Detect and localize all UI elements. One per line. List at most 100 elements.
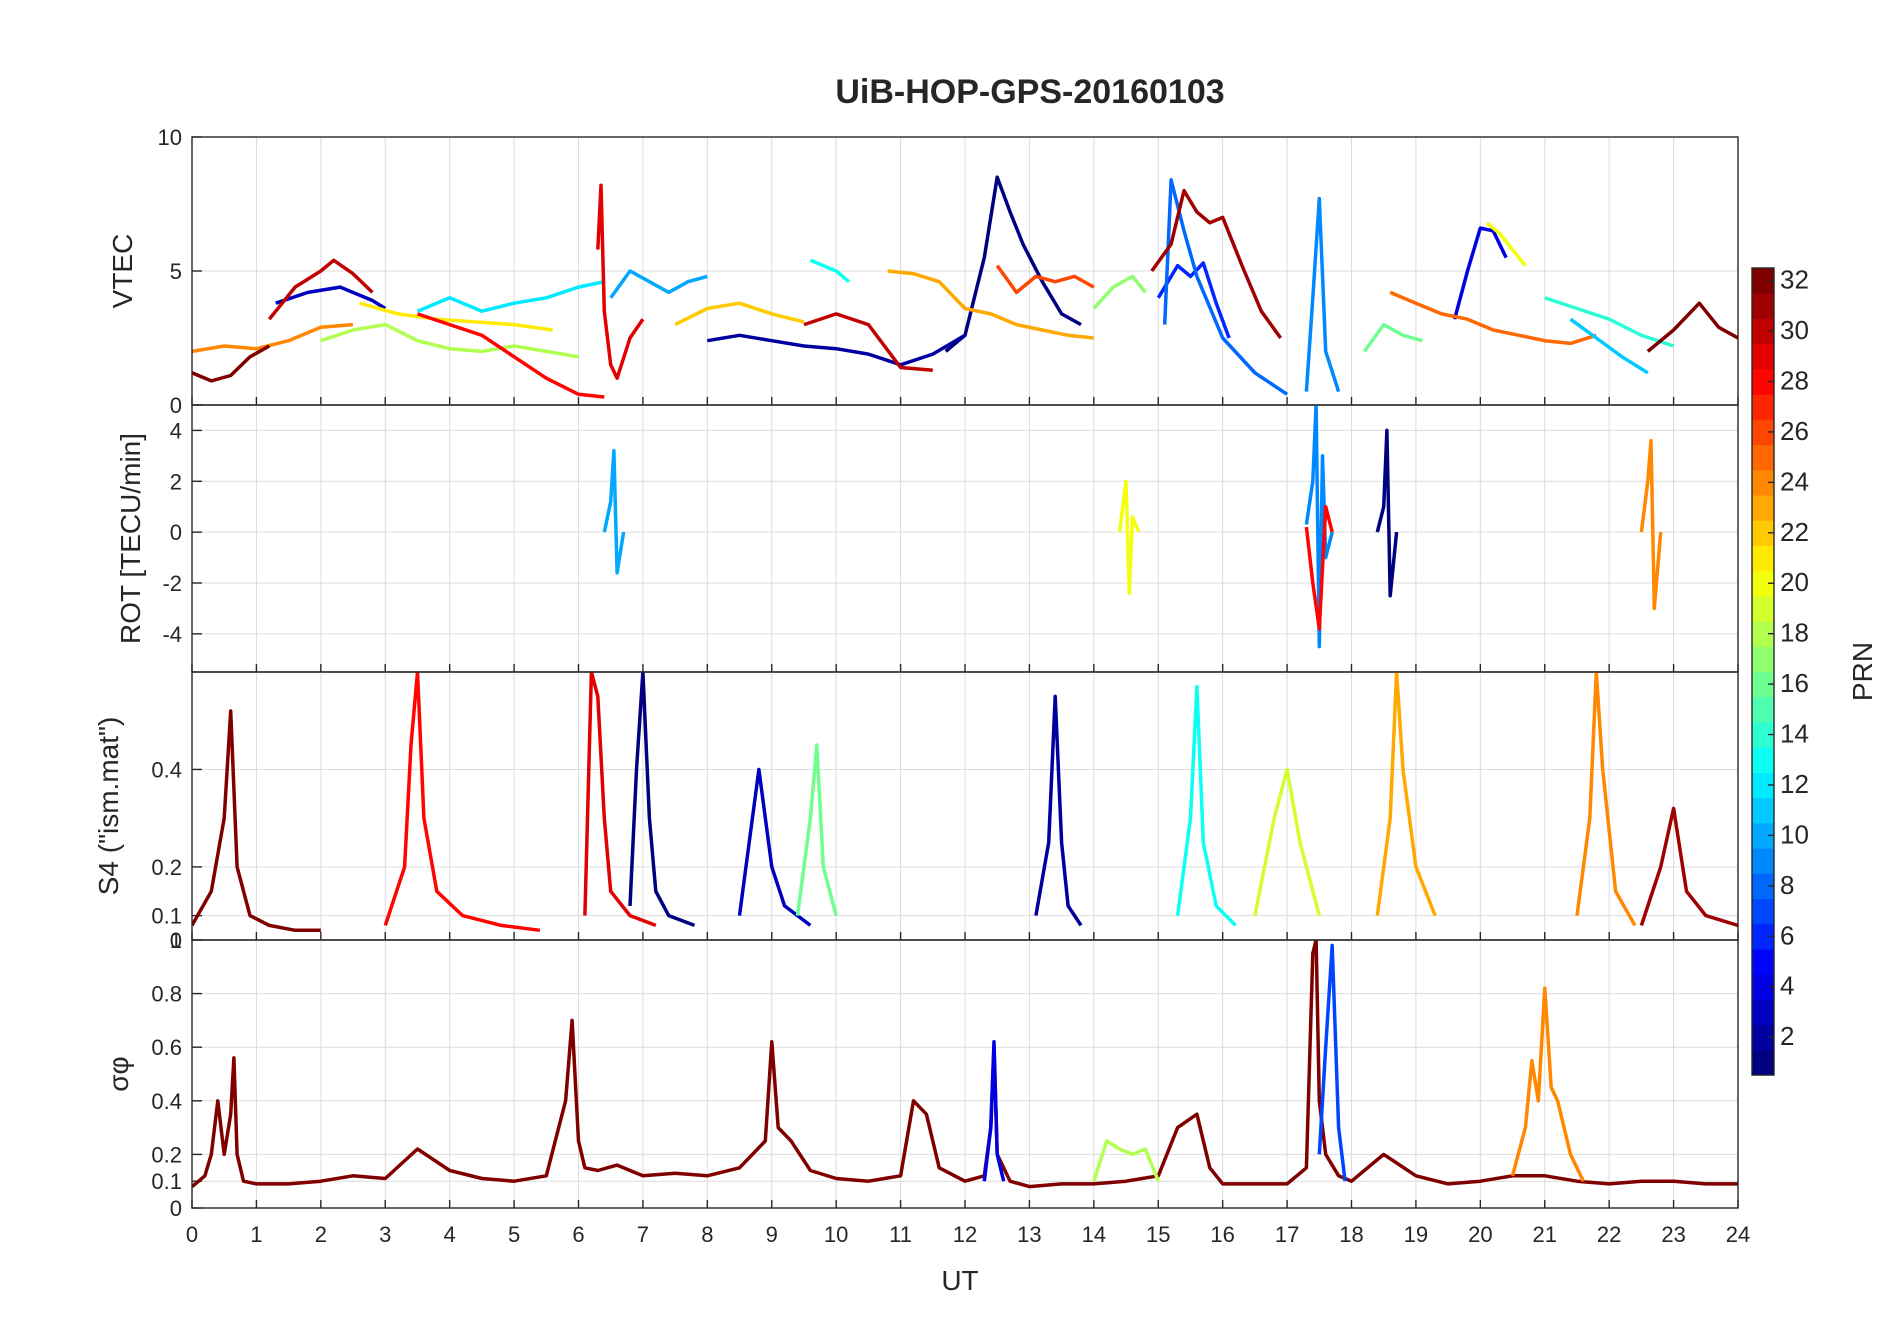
y-tick-label: 0.4 bbox=[151, 1089, 182, 1114]
series-line-prn-6 bbox=[1156, 261, 1231, 339]
series-line-prn-32 bbox=[192, 709, 321, 933]
colorbar-band bbox=[1752, 293, 1774, 320]
colorbar-tick-label: 30 bbox=[1780, 315, 1809, 345]
series-line-prn-22 bbox=[674, 301, 805, 327]
y-tick-label: 0.2 bbox=[151, 855, 182, 880]
series-line-prn-1 bbox=[1375, 428, 1399, 598]
series-line-prn-32 bbox=[1646, 301, 1738, 353]
colorbar-tick-label: 20 bbox=[1780, 567, 1809, 597]
colorbar-tick-label: 10 bbox=[1780, 819, 1809, 849]
colorbar-band bbox=[1752, 646, 1774, 673]
colorbar-tick-label: 8 bbox=[1780, 870, 1794, 900]
y-tick-label: 0 bbox=[170, 520, 182, 545]
series-line-prn-24 bbox=[1510, 986, 1585, 1182]
y-tick-label-extra: 0 bbox=[170, 928, 182, 953]
x-tick-label: 12 bbox=[953, 1222, 977, 1247]
series-line-prn-9 bbox=[1304, 196, 1341, 393]
colorbar-tick-label: 2 bbox=[1780, 1021, 1794, 1051]
panel-rot: -4 -2 0 2 4 ROT [TECU/min] bbox=[115, 404, 1739, 673]
colorbar-band bbox=[1752, 923, 1774, 950]
x-tick-label: 23 bbox=[1661, 1222, 1685, 1247]
x-tick-label: 2 bbox=[315, 1222, 327, 1247]
x-tick-label: 7 bbox=[637, 1222, 649, 1247]
x-tick-label: 1 bbox=[250, 1222, 262, 1247]
x-tick-label: 22 bbox=[1597, 1222, 1621, 1247]
x-tick-label: 16 bbox=[1210, 1222, 1234, 1247]
colorbar-band bbox=[1752, 318, 1774, 345]
series-line-prn-26 bbox=[995, 264, 1095, 295]
series-line-prn-18 bbox=[320, 322, 579, 359]
colorbar-tick-label: 32 bbox=[1780, 265, 1809, 295]
y-tick-label: 0.1 bbox=[151, 904, 182, 929]
y-tick-label: 0 bbox=[170, 1196, 182, 1221]
series-line-prn-24 bbox=[1575, 672, 1637, 927]
series-line-prn-30 bbox=[267, 258, 374, 321]
y-axis-label: σφ bbox=[103, 1056, 134, 1091]
series-line-prn-29 bbox=[583, 672, 657, 928]
colorbar-band bbox=[1752, 1049, 1774, 1076]
x-tick-label: 0 bbox=[186, 1222, 198, 1247]
colorbar-tick-label: 16 bbox=[1780, 668, 1809, 698]
colorbar-band bbox=[1752, 494, 1774, 521]
series-line-prn-2 bbox=[707, 333, 966, 367]
colorbar-tick-label: 24 bbox=[1780, 466, 1809, 496]
x-tick-label: 8 bbox=[701, 1222, 713, 1247]
x-tick-label: 4 bbox=[444, 1222, 456, 1247]
colorbar-band bbox=[1752, 822, 1774, 849]
series-line-prn-11 bbox=[1569, 317, 1649, 375]
x-tick-label: 5 bbox=[508, 1222, 520, 1247]
x-tick-label: 24 bbox=[1726, 1222, 1750, 1247]
colorbar-tick-label: 28 bbox=[1780, 365, 1809, 395]
panel-frame bbox=[191, 939, 1739, 1209]
y-axis-label: VTEC bbox=[107, 234, 138, 309]
colorbar-band bbox=[1752, 999, 1774, 1026]
series-line-prn-10 bbox=[602, 449, 626, 575]
colorbar-band bbox=[1752, 747, 1774, 773]
series-line-prn-18 bbox=[1092, 1139, 1160, 1182]
x-tick-label: 14 bbox=[1082, 1222, 1106, 1247]
series-line-prn-8 bbox=[1162, 178, 1289, 396]
series-line-prn-29 bbox=[596, 183, 645, 380]
series-line-prn-17 bbox=[1092, 274, 1147, 310]
x-tick-label: 18 bbox=[1339, 1222, 1363, 1247]
series-line-prn-13 bbox=[1175, 684, 1237, 927]
colorbar-tick-label: 12 bbox=[1780, 769, 1809, 799]
x-tick-label: 11 bbox=[889, 1222, 912, 1247]
colorbar-band bbox=[1752, 469, 1774, 496]
panel-vtec: 0 5 10 VTEC bbox=[107, 125, 1739, 418]
series-line-prn-23 bbox=[887, 269, 1094, 340]
series-line-prn-24 bbox=[1639, 438, 1663, 611]
series-line-prn-7 bbox=[1317, 943, 1347, 1182]
x-axis-label: UT bbox=[941, 1265, 978, 1296]
colorbar-band bbox=[1752, 974, 1774, 1000]
series-line-prn-16 bbox=[1362, 322, 1423, 353]
x-tick-label: 21 bbox=[1533, 1222, 1557, 1247]
colorbar-band bbox=[1752, 696, 1774, 723]
y-tick-label: 0.2 bbox=[151, 1142, 182, 1167]
colorbar-band bbox=[1752, 873, 1774, 900]
series-line-prn-3 bbox=[275, 285, 387, 310]
y-tick-label: 0 bbox=[170, 393, 182, 418]
colorbar-band bbox=[1752, 268, 1774, 294]
y-tick-label: 4 bbox=[170, 418, 182, 443]
colorbar-band bbox=[1752, 368, 1774, 395]
x-tick-label: 9 bbox=[766, 1222, 778, 1247]
x-tick-label: 6 bbox=[572, 1222, 584, 1247]
colorbar-band bbox=[1752, 797, 1774, 824]
colorbar-tick-label: 14 bbox=[1780, 719, 1809, 749]
colorbar-band bbox=[1752, 948, 1774, 975]
colorbar-band bbox=[1752, 570, 1774, 597]
y-tick-label: 0.6 bbox=[151, 1035, 182, 1060]
series-line-prn-12 bbox=[416, 279, 605, 313]
colorbar-band bbox=[1752, 419, 1774, 446]
series-group-s4 bbox=[192, 672, 1738, 933]
y-axis-label: S4 ("ism.mat") bbox=[93, 717, 124, 896]
colorbar-tick-label: 18 bbox=[1780, 618, 1809, 648]
y-tick-label: 5 bbox=[170, 259, 182, 284]
colorbar-tick-label: 22 bbox=[1780, 517, 1809, 547]
series-line-prn-28 bbox=[416, 312, 605, 399]
colorbar-band bbox=[1752, 343, 1774, 370]
series-group-sigma_phi bbox=[192, 940, 1738, 1189]
series-line-prn-1 bbox=[944, 175, 1082, 353]
